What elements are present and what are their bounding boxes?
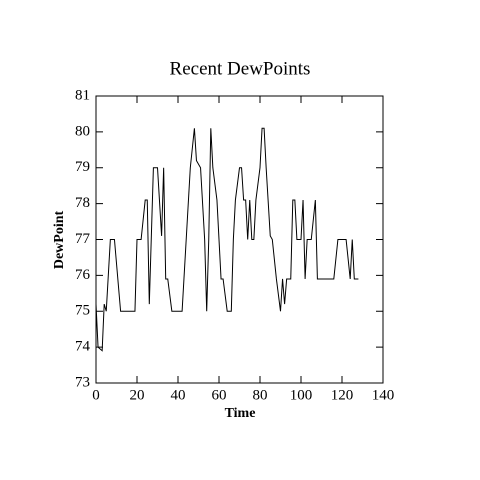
- x-tick-label: 60: [212, 387, 227, 403]
- x-tick-label: 0: [92, 387, 100, 403]
- chart-title: Recent DewPoints: [170, 58, 311, 79]
- y-tick-label: 75: [75, 303, 90, 319]
- x-tick-label: 20: [130, 387, 145, 403]
- y-tick-label: 81: [75, 87, 90, 103]
- data-line: [95, 127, 359, 352]
- y-tick-label: 74: [75, 339, 91, 355]
- x-axis-label: Time: [225, 406, 256, 421]
- x-tick-label: 40: [171, 387, 186, 403]
- y-tick-label: 80: [75, 123, 90, 139]
- y-tick-label: 77: [75, 231, 91, 247]
- x-tick-label: 140: [372, 387, 395, 403]
- x-tick-label: 120: [331, 387, 354, 403]
- x-tick-label: 100: [290, 387, 313, 403]
- y-tick-label: 76: [75, 267, 91, 283]
- y-tick-label: 73: [75, 374, 90, 390]
- y-tick-label: 78: [75, 195, 90, 211]
- y-tick-label: 79: [75, 159, 90, 175]
- x-tick-label: 80: [253, 387, 268, 403]
- y-axis-label: DewPoint: [52, 211, 67, 270]
